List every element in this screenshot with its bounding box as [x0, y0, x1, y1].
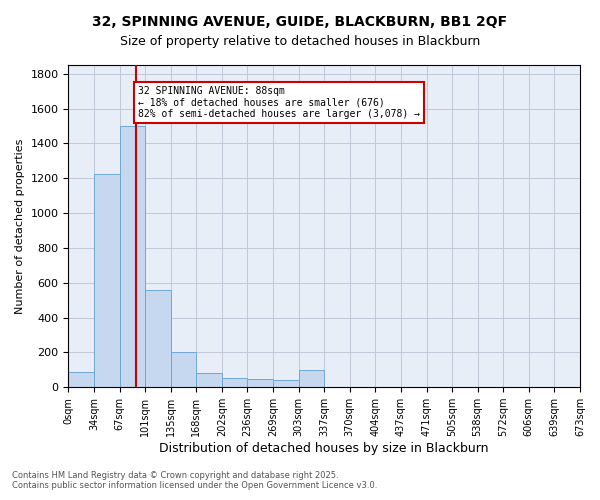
- Bar: [94, 174, 119, 387]
- Bar: [273, 380, 299, 387]
- Bar: [299, 370, 324, 387]
- Bar: [145, 290, 171, 387]
- Y-axis label: Number of detached properties: Number of detached properties: [15, 138, 25, 314]
- Text: 32, SPINNING AVENUE, GUIDE, BLACKBURN, BB1 2QF: 32, SPINNING AVENUE, GUIDE, BLACKBURN, B…: [92, 15, 508, 29]
- Bar: [119, 126, 145, 387]
- Text: Contains HM Land Registry data © Crown copyright and database right 2025.
Contai: Contains HM Land Registry data © Crown c…: [12, 470, 377, 490]
- Bar: [68, 372, 94, 387]
- Text: 32 SPINNING AVENUE: 88sqm
← 18% of detached houses are smaller (676)
82% of semi: 32 SPINNING AVENUE: 88sqm ← 18% of detac…: [138, 86, 420, 119]
- Bar: [222, 378, 247, 387]
- Bar: [247, 380, 273, 387]
- X-axis label: Distribution of detached houses by size in Blackburn: Distribution of detached houses by size …: [160, 442, 489, 455]
- Bar: [171, 352, 196, 387]
- Bar: [196, 374, 222, 387]
- Text: Size of property relative to detached houses in Blackburn: Size of property relative to detached ho…: [120, 35, 480, 48]
